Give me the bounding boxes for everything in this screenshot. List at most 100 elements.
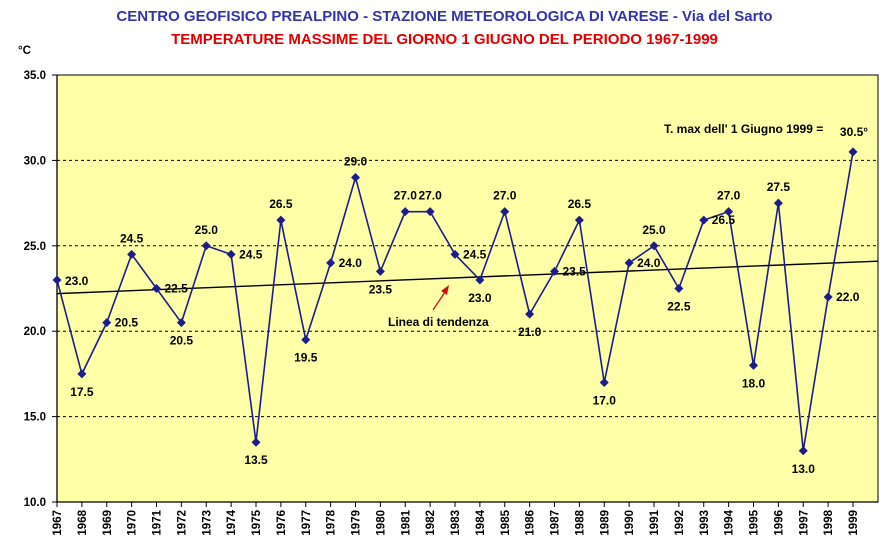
data-point <box>550 266 559 276</box>
data-label: 21.0 <box>518 325 542 339</box>
data-point <box>749 360 758 370</box>
data-label: 26.5 <box>568 197 592 211</box>
x-tick-label: 1972 <box>176 510 188 536</box>
data-point <box>276 215 286 225</box>
x-tick-label: 1999 <box>848 510 860 536</box>
x-tick-label: 1986 <box>525 510 537 536</box>
data-label: 24.0 <box>637 256 661 270</box>
data-label: 20.5 <box>170 334 194 348</box>
data-label: 27.0 <box>394 189 418 203</box>
x-tick-label: 1969 <box>102 510 114 536</box>
data-point <box>201 241 211 251</box>
data-point <box>798 446 808 456</box>
data-label: 17.0 <box>593 393 617 407</box>
data-point <box>624 258 634 268</box>
data-labels: 23.0 17.5 20.5 24.5 22.5 20.5 25.0 24.5 13.5 26.5… <box>65 125 868 476</box>
grid-lines <box>57 159 878 418</box>
data-point <box>301 335 311 345</box>
data-point <box>649 241 659 251</box>
data-point <box>699 215 709 225</box>
x-tick-label: 1981 <box>400 509 412 535</box>
data-point <box>375 266 385 276</box>
data-point <box>52 275 62 285</box>
data-point <box>450 249 460 259</box>
x-tick-label: 1970 <box>127 510 139 536</box>
y-tick-label: 15.0 <box>24 412 46 424</box>
data-label: 29.0 <box>344 154 368 168</box>
data-label: 25.0 <box>195 223 219 237</box>
x-tick-label: 1971 <box>152 509 164 535</box>
y-tick-label: 10.0 <box>24 497 46 509</box>
data-label: 17.5 <box>70 385 94 399</box>
x-tick-label: 1977 <box>301 510 313 536</box>
x-tick-label: 1975 <box>251 509 263 535</box>
data-point <box>102 318 112 328</box>
x-tick-label: 1988 <box>574 509 586 535</box>
x-tick-label: 1987 <box>550 510 562 536</box>
data-point <box>425 207 435 217</box>
x-tick-label: 1968 <box>77 509 89 535</box>
data-label: 24.5 <box>239 247 263 261</box>
data-label: 23.5 <box>563 264 587 278</box>
max-annotation: T. max dell' 1 Giugno 1999 = <box>664 122 823 136</box>
chart-title: CENTRO GEOFISICO PREALPINO - STAZIONE ME… <box>116 8 773 25</box>
data-label: 25.0 <box>642 223 666 237</box>
trend-line <box>56 260 879 295</box>
x-tick-label: 1994 <box>724 509 736 535</box>
data-point <box>226 249 236 259</box>
x-tick-label: 1976 <box>276 510 288 536</box>
x-tick-label: 1990 <box>624 510 636 536</box>
data-point <box>724 207 734 217</box>
x-tick-label: 1984 <box>475 509 487 535</box>
data-point <box>326 258 336 268</box>
data-point <box>251 437 261 447</box>
x-tick-label: 1982 <box>425 510 437 536</box>
data-label: 22.0 <box>836 290 860 304</box>
trend-annotation: Linea di tendenza <box>388 315 489 329</box>
data-point <box>77 369 87 379</box>
data-label: 30.5° <box>840 125 868 139</box>
data-label: 27.0 <box>418 189 442 203</box>
x-tick-label: 1989 <box>599 510 611 536</box>
data-point <box>127 249 137 259</box>
data-label: 24.5 <box>120 231 144 245</box>
data-point <box>848 147 858 157</box>
data-label: 18.0 <box>742 376 766 390</box>
x-tick-labels: 1967 1968 1969 1970 1971 1972 1973 1974 1975 1976… <box>52 509 860 535</box>
y-tick-label: 20.0 <box>24 326 46 338</box>
x-tick-label: 1992 <box>674 510 686 536</box>
x-tick-label: 1979 <box>351 510 363 536</box>
axes <box>52 74 879 507</box>
x-tick-label: 1974 <box>226 509 238 535</box>
data-label: 23.0 <box>65 274 89 288</box>
y-tick-label: 25.0 <box>24 241 46 253</box>
data-label: 19.5 <box>294 351 318 365</box>
data-point <box>475 275 485 285</box>
x-tick-label: 1991 <box>649 509 661 535</box>
data-label: 26.5 <box>712 213 736 227</box>
data-label: 26.5 <box>269 197 293 211</box>
data-point <box>599 377 609 387</box>
data-point <box>674 284 684 293</box>
data-point <box>351 172 360 182</box>
x-tick-label: 1996 <box>773 510 785 536</box>
data-point <box>500 207 510 217</box>
data-point <box>152 284 161 293</box>
data-label: 23.5 <box>369 282 393 296</box>
chart-subtitle: TEMPERATURE MASSIME DEL GIORNO 1 GIUGNO … <box>171 31 718 48</box>
data-point <box>574 215 584 225</box>
x-tick-label: 1978 <box>326 509 338 535</box>
data-label: 27.0 <box>493 189 517 203</box>
y-axis-label: °C <box>18 45 31 57</box>
data-point <box>525 309 535 319</box>
trend-arrow <box>432 285 449 311</box>
x-tick-label: 1980 <box>375 510 387 536</box>
data-label: 23.0 <box>468 291 492 305</box>
data-label: 20.5 <box>115 316 139 330</box>
x-tick-label: 1967 <box>52 510 64 536</box>
y-tick-labels: 10.0 15.0 20.0 25.0 30.0 35.0 <box>24 70 46 509</box>
x-tick-label: 1983 <box>450 510 462 536</box>
data-label: 27.0 <box>717 189 741 203</box>
x-tick-label: 1973 <box>201 510 213 536</box>
data-label: 24.0 <box>339 256 363 270</box>
